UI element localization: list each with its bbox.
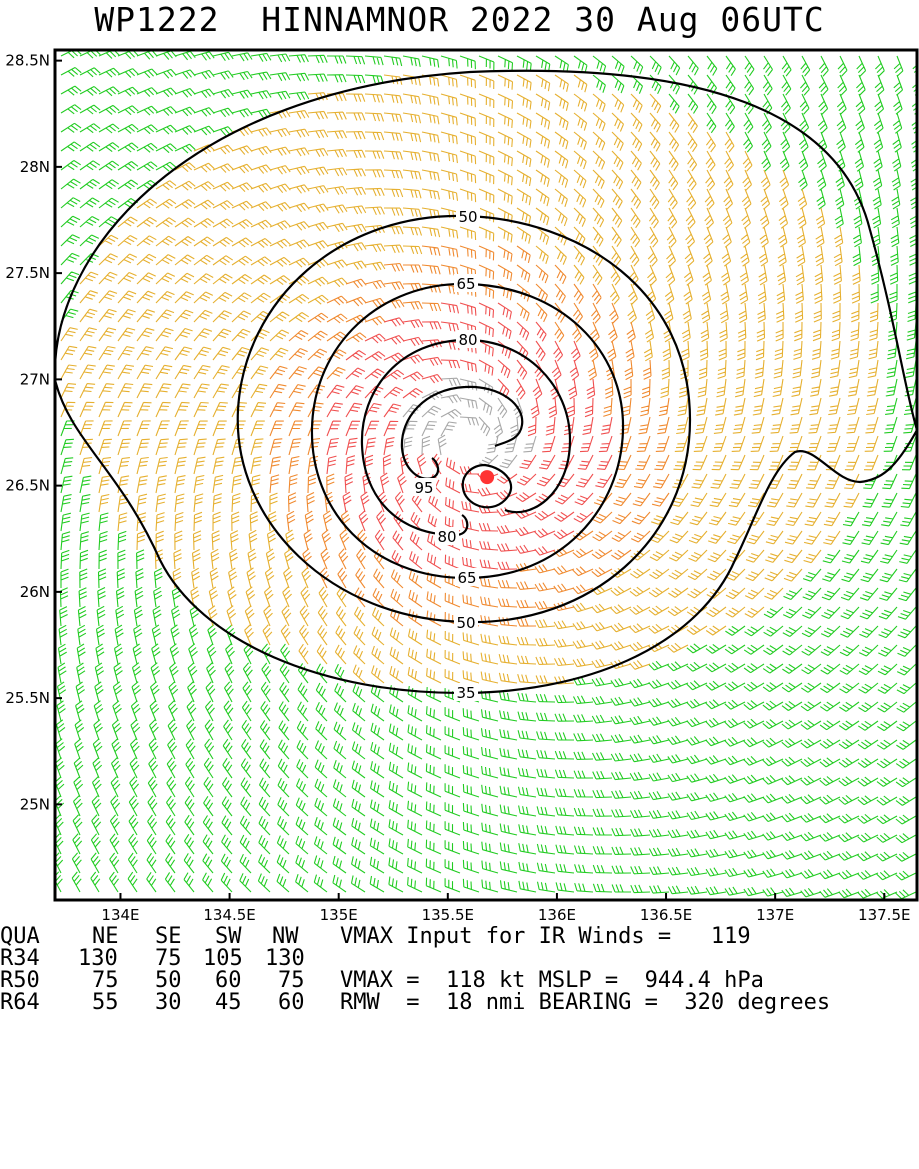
lon-tick-label: 135.5E: [422, 906, 474, 924]
header-sw: SW: [215, 926, 242, 948]
r50-label: R50: [0, 970, 40, 992]
r64-se: 30: [155, 992, 182, 1014]
header-se: SE: [155, 926, 182, 948]
contour-label: 80: [458, 331, 477, 349]
table-row-r34: R34 130 75 105 130: [0, 948, 919, 970]
lat-tick-label: 25.5N: [5, 689, 50, 707]
contour-label: 80: [437, 528, 456, 546]
table-row-r64: R64 55 30 45 60 RMW = 18 nmi BEARING = 3…: [0, 992, 919, 1014]
r50-nw: 75: [278, 970, 305, 992]
contour-label: 65: [457, 569, 476, 587]
contour-label: 50: [456, 614, 475, 632]
lat-tick-label: 26N: [20, 583, 50, 601]
header-nw: NW: [272, 926, 299, 948]
contour-label: 65: [456, 275, 475, 293]
quadrant-label: QUA: [0, 926, 40, 948]
r64-label: R64: [0, 992, 40, 1014]
header-ne: NE: [92, 926, 119, 948]
lat-tick-label: 27.5N: [5, 264, 50, 282]
lat-tick-label: 28.5N: [5, 52, 50, 70]
r34-label: R34: [0, 948, 40, 970]
lon-tick-label: 135E: [320, 906, 358, 924]
lon-tick-label: 136.5E: [640, 906, 692, 924]
wind-map: 28.5N 28N 27.5N 27N 26.5N 26N 25.5N 25N 134E 134…: [0, 0, 919, 926]
vmax-input-note: VMAX Input for IR Winds = 119: [340, 926, 751, 948]
r64-ne: 55: [92, 992, 119, 1014]
storm-center-marker: [480, 470, 494, 484]
r34-ne: 130: [78, 948, 118, 970]
table-row-r50: R50 75 50 60 75 VMAX = 118 kt MSLP = 944…: [0, 970, 919, 992]
r34-nw: 130: [265, 948, 305, 970]
r34-sw: 105: [203, 948, 243, 970]
wind-radii-table: QUA NE SE SW NW VMAX Input for IR Winds …: [0, 926, 919, 1014]
table-header-row: QUA NE SE SW NW VMAX Input for IR Winds …: [0, 926, 919, 948]
r50-ne: 75: [92, 970, 119, 992]
map-title: WP1222 HINNAMNOR 2022 30 Aug 06UTC: [0, 0, 919, 46]
lat-tick-label: 28N: [20, 158, 50, 176]
contour-label: 95: [414, 479, 433, 497]
lat-tick-label: 27N: [20, 370, 50, 388]
contour-label: 35: [456, 684, 475, 702]
rmw-bearing-note: RMW = 18 nmi BEARING = 320 degrees: [340, 992, 830, 1014]
lon-tick-label: 137.5E: [858, 906, 910, 924]
lat-tick-label: 25N: [20, 795, 50, 813]
vmax-mslp-note: VMAX = 118 kt MSLP = 944.4 hPa: [340, 970, 764, 992]
r64-nw: 60: [278, 992, 305, 1014]
lon-tick-label: 134E: [101, 906, 139, 924]
r64-sw: 45: [215, 992, 242, 1014]
r50-se: 50: [155, 970, 182, 992]
lon-tick-label: 137E: [756, 906, 794, 924]
lat-tick-label: 26.5N: [5, 477, 50, 495]
contour-label: 50: [458, 208, 477, 226]
r50-sw: 60: [215, 970, 242, 992]
lon-tick-label: 134.5E: [203, 906, 255, 924]
r34-se: 75: [155, 948, 182, 970]
lon-tick-label: 136E: [538, 906, 576, 924]
